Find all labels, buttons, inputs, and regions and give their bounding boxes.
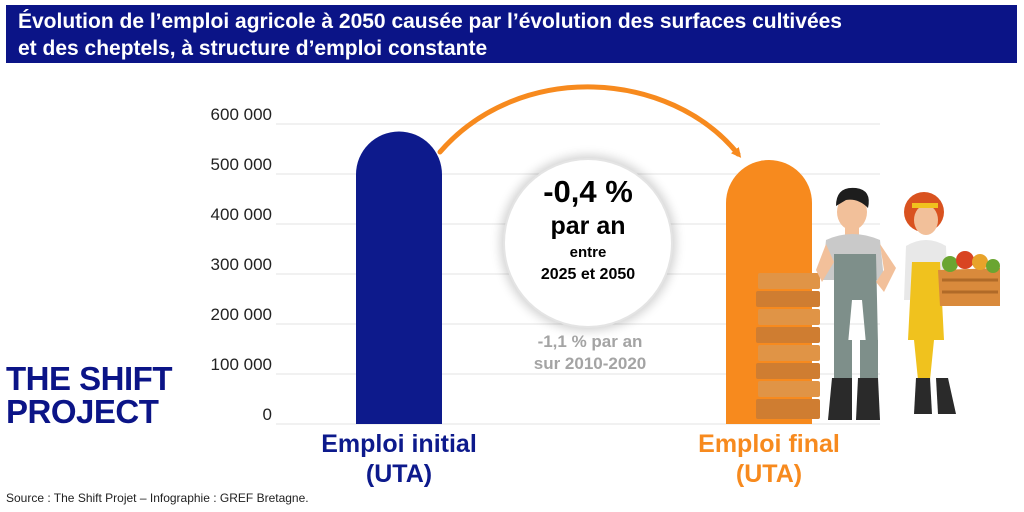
logo-line-2: PROJECT <box>6 393 159 430</box>
bar-emploi-initial <box>356 131 442 424</box>
y-tick-label: 500 000 <box>211 155 272 174</box>
category-label: (UTA) <box>736 460 802 488</box>
category-labels: Emploi initial(UTA)Emploi final(UTA) <box>321 430 840 488</box>
y-tick-label: 200 000 <box>211 305 272 324</box>
historical-change-period: sur 2010-2020 <box>533 354 647 373</box>
annual-change-bubble: -0,4 % par an entre 2025 et 2050 <box>505 160 671 326</box>
y-tick-label: 400 000 <box>211 205 272 224</box>
y-tick-label: 100 000 <box>211 355 272 374</box>
y-tick-label: 0 <box>263 405 272 424</box>
category-label: Emploi initial <box>321 430 477 458</box>
chart-title-line-1: Évolution de l’emploi agricole à 2050 ca… <box>18 10 842 33</box>
y-axis-ticks: 0 100 000 200 000 300 000 400 000 500 000 600 … <box>211 105 272 424</box>
title-bar: Évolution de l’emploi agricole à 2050 ca… <box>6 5 1017 63</box>
annual-change-value: -0,4 % <box>543 174 633 209</box>
farmer-illustration <box>756 187 1000 420</box>
y-tick-label: 600 000 <box>211 105 272 124</box>
annual-change-period: 2025 et 2050 <box>540 266 636 283</box>
category-label: Emploi final <box>698 430 840 458</box>
annual-change-between: entre <box>569 244 607 261</box>
logo-line-1: THE SHIFT <box>6 360 173 397</box>
category-label: (UTA) <box>366 460 432 488</box>
annual-change-unit: par an <box>550 212 626 240</box>
source-credit: Source : The Shift Projet – Infographie … <box>6 491 309 505</box>
trend-arrow <box>437 84 742 158</box>
y-tick-label: 300 000 <box>211 255 272 274</box>
the-shift-project-logo: THE SHIFT PROJECT <box>6 362 176 428</box>
crate-stack <box>756 273 820 419</box>
farmer-woman <box>904 192 1000 414</box>
chart-title-line-2: et des cheptels, à structure d’emploi co… <box>18 37 488 60</box>
historical-change-value: -1,1 % par an <box>537 332 643 351</box>
farmer-man <box>816 187 896 420</box>
